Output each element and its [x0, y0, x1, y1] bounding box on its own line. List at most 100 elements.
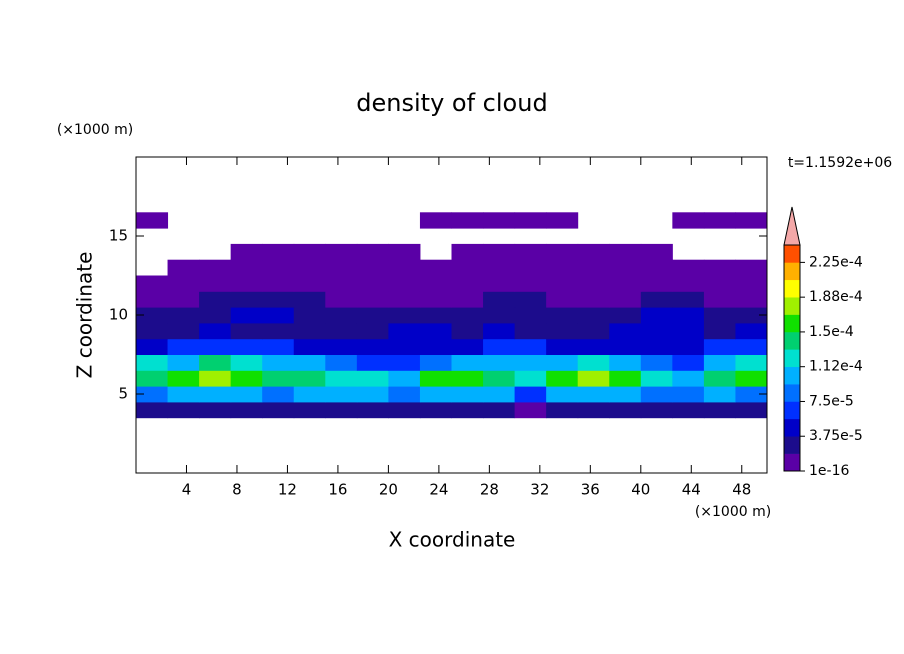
contour-cell — [609, 243, 642, 261]
contour-cell — [483, 291, 516, 308]
contour-cell — [136, 370, 169, 387]
contour-cell — [483, 243, 516, 261]
contour-cell — [199, 401, 232, 419]
contour-cell — [356, 275, 389, 292]
contour-cell — [451, 212, 484, 229]
contour-cell — [609, 291, 642, 308]
contour-cell — [609, 307, 642, 324]
x-tick-label: 8 — [232, 481, 242, 499]
colorbar-band — [784, 418, 800, 437]
contour-cell — [419, 307, 452, 324]
x-tick-label: 44 — [682, 481, 701, 499]
contour-cell — [356, 291, 389, 308]
contour-cell — [293, 275, 326, 292]
contour-cell — [293, 322, 326, 340]
contour-cell — [735, 259, 768, 276]
contour-cell — [609, 275, 642, 292]
contour-cell — [640, 275, 673, 292]
contour-cell — [546, 291, 579, 308]
contour-cell — [388, 291, 421, 308]
contour-cell — [230, 259, 263, 276]
colorbar-tick-label: 1.88e-4 — [809, 289, 863, 305]
y-unit: (×1000 m) — [57, 122, 133, 138]
contour-cell — [262, 401, 295, 419]
contour-cell — [735, 386, 768, 403]
colorbar-band — [784, 366, 800, 385]
contour-cell — [672, 338, 705, 355]
contour-cell — [546, 354, 579, 371]
contour-cell — [483, 212, 516, 229]
contour-cell — [262, 386, 295, 403]
contour-cell — [325, 307, 358, 324]
colorbar-band — [784, 279, 800, 298]
contour-cell — [325, 322, 358, 340]
contour-cell — [672, 291, 705, 308]
contour-cell — [577, 401, 610, 419]
contour-cell — [640, 322, 673, 340]
contour-cell — [356, 370, 389, 387]
contour-cell — [514, 291, 547, 308]
contour-cell — [703, 259, 736, 276]
contour-cell — [388, 259, 421, 276]
contour-cell — [136, 275, 169, 292]
contour-cell — [325, 401, 358, 419]
contour-cell — [451, 243, 484, 261]
contour-cell — [262, 370, 295, 387]
contour-cell — [262, 354, 295, 371]
contour-cell — [640, 243, 673, 261]
x-tick-label: 24 — [429, 481, 448, 499]
contour-cell — [640, 354, 673, 371]
contour-cell — [356, 307, 389, 324]
contour-cell — [388, 354, 421, 371]
x-tick-label: 4 — [182, 481, 192, 499]
y-tick-label: 5 — [118, 385, 128, 403]
contour-cell — [703, 386, 736, 403]
contour-cell — [640, 401, 673, 419]
contour-cell — [419, 354, 452, 371]
contour-cell — [419, 322, 452, 340]
contour-cell — [703, 401, 736, 419]
contour-cell — [451, 354, 484, 371]
contour-cell — [419, 386, 452, 403]
contour-cell — [514, 354, 547, 371]
colorbar-band — [784, 453, 800, 472]
contour-cell — [451, 370, 484, 387]
contour-cell — [483, 275, 516, 292]
colorbar-tick-label: 7.5e-5 — [809, 393, 854, 409]
contour-cell — [199, 291, 232, 308]
colorbar-band — [784, 384, 800, 402]
contour-cell — [703, 370, 736, 387]
x-unit: (×1000 m) — [695, 504, 771, 520]
contour-cell — [735, 307, 768, 324]
contour-cell — [609, 354, 642, 371]
contour-cell — [262, 259, 295, 276]
contour-cell — [262, 338, 295, 355]
contour-cell — [672, 386, 705, 403]
colorbar-band — [784, 349, 800, 367]
contour-cell — [388, 386, 421, 403]
contour-cell — [293, 401, 326, 419]
contour-cell — [230, 401, 263, 419]
colorbar-band — [784, 314, 800, 333]
contour-cell — [609, 259, 642, 276]
contour-cell — [609, 386, 642, 403]
contour-cell — [640, 370, 673, 387]
contour-cell — [672, 275, 705, 292]
contour-cell — [640, 291, 673, 308]
contour-cell — [356, 322, 389, 340]
contour-cell — [735, 212, 768, 229]
contour-cell — [388, 370, 421, 387]
contour-cell — [640, 259, 673, 276]
contour-cell — [451, 338, 484, 355]
colorbar-band — [784, 297, 800, 315]
contour-cell — [514, 275, 547, 292]
contour-cell — [356, 259, 389, 276]
contour-cell — [199, 354, 232, 371]
contour-cell — [672, 259, 705, 276]
contour-cell — [356, 401, 389, 419]
x-tick-label: 12 — [278, 481, 297, 499]
contour-cell — [483, 338, 516, 355]
contour-cell — [483, 307, 516, 324]
contour-cell — [514, 386, 547, 403]
